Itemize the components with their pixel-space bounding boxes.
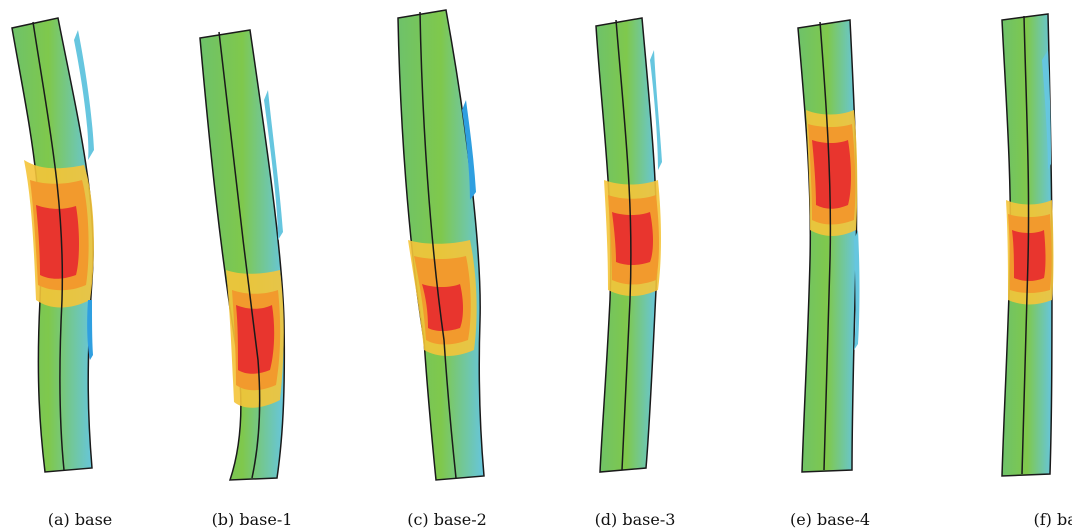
stress-zone-hot: [612, 212, 653, 265]
column-edge-line: [218, 31, 261, 479]
column-contour-base-1: [199, 29, 286, 481]
stress-zone-cold: [462, 100, 476, 200]
caption-base-2: (c) base-2: [407, 510, 487, 529]
column-body: [199, 29, 286, 481]
column-edge-line: [419, 11, 457, 479]
stress-zone-cool: [74, 30, 94, 160]
column-contour-base-4: [797, 19, 860, 473]
column-body: [797, 19, 858, 473]
stress-zone-cool: [264, 90, 283, 240]
column-edge-line: [819, 21, 832, 471]
stress-zone-hot: [812, 140, 851, 209]
column-contour-base-3: [595, 17, 662, 473]
column-edge-line: [615, 19, 632, 471]
stress-zone-cold: [87, 300, 93, 360]
column-contour-base-5: [1001, 13, 1054, 477]
column-edge-line: [32, 21, 65, 471]
column-contour-base-2: [397, 9, 485, 481]
caption-base-4: (e) base-4: [789, 510, 871, 529]
stress-zone-cool: [650, 50, 662, 170]
stress-zone-cool: [1042, 50, 1051, 170]
caption-base: (a) base: [47, 510, 113, 529]
column-contour-base: [11, 17, 94, 473]
stress-zone-cool: [854, 230, 860, 350]
stress-zone-hot: [36, 205, 79, 279]
caption-base-5: (f) base-5: [1033, 510, 1072, 529]
caption-base-3: (d) base-3: [594, 510, 676, 529]
caption-base-1: (b) base-1: [211, 510, 293, 529]
stress-zone-hot: [422, 284, 463, 331]
column-edge-line: [1021, 15, 1030, 475]
